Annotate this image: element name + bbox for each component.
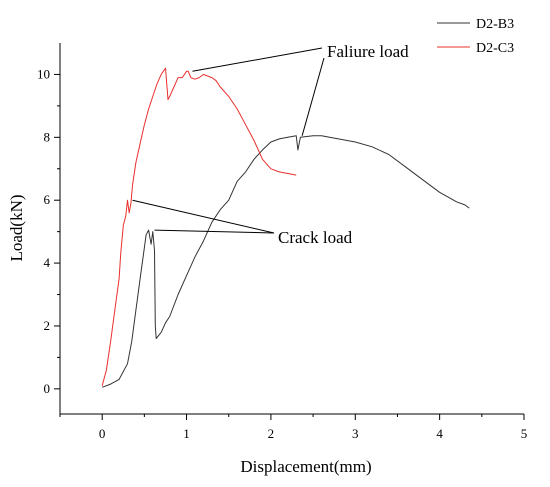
x-tick-label: 0	[99, 426, 106, 441]
crack-load-pointer-c3	[132, 199, 275, 234]
legend-label-d2-b3: D2-B3	[476, 17, 514, 32]
legend-label-d2-c3: D2-C3	[476, 41, 514, 56]
x-tick-label: 3	[352, 426, 359, 441]
failure-load-annotation: Faliure load	[327, 42, 409, 61]
crack-load-annotation: Crack load	[278, 228, 353, 247]
x-tick-label: 2	[268, 426, 275, 441]
y-tick-label: 4	[44, 255, 51, 270]
x-tick-label: 1	[183, 426, 190, 441]
y-axis-title: Load(kN)	[7, 194, 26, 261]
legend: D2-B3 D2-C3	[437, 17, 514, 56]
x-tick-label: 4	[436, 426, 443, 441]
series-line-d2-c3	[101, 67, 297, 386]
y-tick-label: 2	[44, 318, 51, 333]
x-axis-title: Displacement(mm)	[240, 457, 371, 476]
crack-load-pointer-b3	[154, 229, 275, 234]
y-tick-label: 8	[44, 129, 51, 144]
y-tick-label: 10	[37, 66, 50, 81]
failure-load-pointer-b3	[301, 57, 325, 136]
series-layer	[101, 67, 470, 388]
x-tick-label: 5	[521, 426, 528, 441]
series-line-d2-b3	[102, 135, 470, 388]
failure-load-pointer-c3	[192, 47, 323, 72]
plot-area: 0 1 2 3 4 5 0 2 4 6 8 10	[37, 43, 527, 441]
y-tick-label: 0	[44, 381, 51, 396]
annotation-layer: Faliure load Crack load	[132, 42, 409, 247]
y-tick-label: 6	[44, 192, 51, 207]
